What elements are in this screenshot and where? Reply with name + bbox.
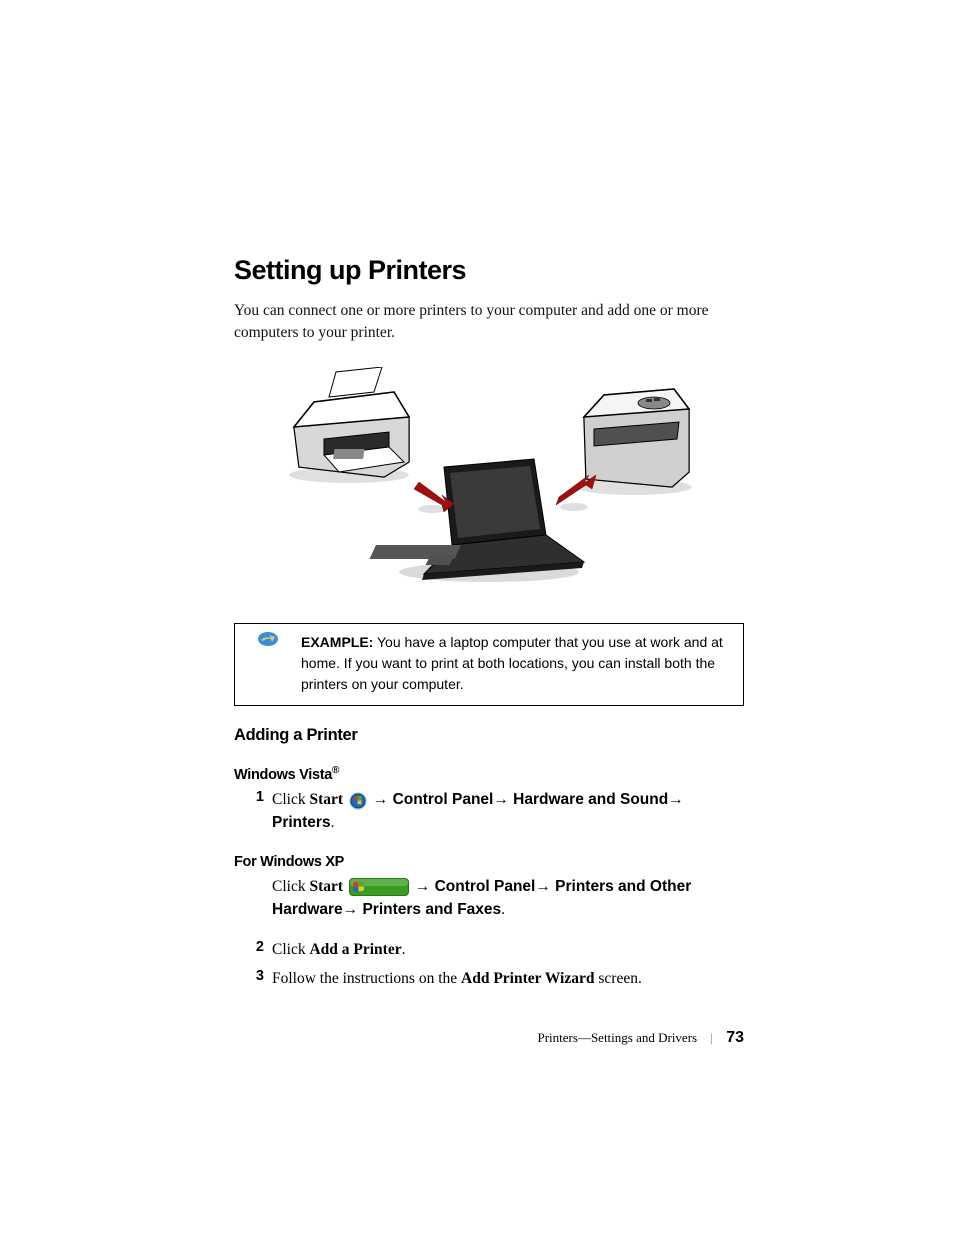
vista-heading-text: Windows Vista [234,767,332,783]
example-text: EXAMPLE: You have a laptop computer that… [301,632,731,695]
connection-arrow-right-icon [556,475,596,511]
vista-start-orb-icon [349,792,367,810]
step-number: 2 [234,939,272,955]
step-number: 1 [234,789,272,805]
step-2-body: Click Add a Printer. [272,939,744,961]
inkjet-printer-icon [289,367,409,483]
intro-paragraph: You can connect one or more printers to … [234,300,744,343]
start-bold: Start [309,878,343,895]
page-heading: Setting up Printers [234,255,744,286]
xp-step-body: Click Start → Control Panel→ Printers an… [272,876,744,921]
printer-laptop-illustration [274,367,704,587]
windows-vista-heading: Windows Vista® [234,765,744,783]
period: . [501,901,505,918]
add-printer-bold: Add a Printer [309,941,401,958]
document-page: Setting up Printers You can connect one … [0,0,954,1235]
wizard-bold: Add Printer Wizard [461,970,594,987]
period: . [402,941,406,958]
click-text: Click [272,878,309,895]
step-number: 3 [234,968,272,984]
period: . [331,814,335,831]
step-3-body: Follow the instructions on the Add Print… [272,968,744,990]
step-2: 2 Click Add a Printer. [234,939,744,961]
step3-text-b: screen. [595,970,642,987]
registered-mark: ® [332,765,339,776]
adding-printer-heading: Adding a Printer [234,726,744,745]
xp-start-button-icon [349,878,409,896]
example-callout: EXAMPLE: You have a laptop computer that… [234,623,744,706]
footer-section: Printers—Settings and Drivers [538,1030,698,1045]
step-3: 3 Follow the instructions on the Add Pri… [234,968,744,990]
start-bold: Start [309,791,343,808]
click-text: Click [272,941,309,958]
click-text: Click [272,791,309,808]
example-pointer-icon [257,630,279,648]
step3-text-a: Follow the instructions on the [272,970,461,987]
windows-xp-heading: For Windows XP [234,854,744,870]
footer-divider: | [710,1030,713,1045]
page-footer: Printers—Settings and Drivers | 73 [538,1029,745,1047]
step-1-body: Click Start → Control Panel→ Hardware an… [272,789,744,834]
step-1: 1 Click Start → Control Panel→ Hardware … [234,789,744,834]
example-label: EXAMPLE: [301,634,373,650]
page-number: 73 [726,1029,744,1046]
